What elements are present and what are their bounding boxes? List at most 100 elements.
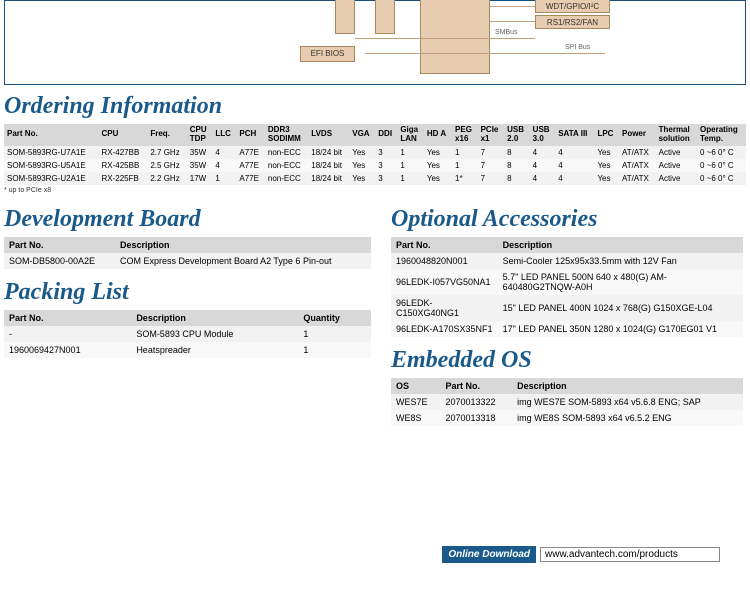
table-row: SOM-5893RG-U5A1ERX-425BB2.5 GHz35W4A77En… [4,159,746,172]
table-header: SATA III [555,124,594,146]
table-header: Quantity [298,310,371,326]
table-cell: 18/24 bit [308,172,349,185]
table-cell: SOM-DB5800-00A2E [4,253,115,269]
table-header: GigaLAN [397,124,424,146]
table-cell: 1 [212,172,236,185]
table-cell: Yes [424,146,452,159]
download-bar: Online Download [0,546,750,563]
table-cell: 1* [452,172,478,185]
table-cell: 1960048820N001 [391,253,498,269]
table-cell: 4 [555,146,594,159]
table-header: Description [512,378,743,394]
accessories-table: Part No.Description 1960048820N001Semi-C… [391,237,743,337]
table-header: Description [131,310,298,326]
efi-bios-box: EFI BIOS [300,46,355,62]
table-header: PEGx16 [452,124,478,146]
ordering-title: Ordering Information [4,93,750,120]
table-cell: 1 [452,159,478,172]
table-cell: 96LEDK-A170SX35NF1 [391,321,498,337]
table-cell: 1 [397,172,424,185]
packing-table: Part No.DescriptionQuantity -SOM-5893 CP… [4,310,371,358]
download-input[interactable] [540,547,720,562]
table-cell: 7 [478,146,505,159]
table-row: 96LEDK-I057VG50NA15.7" LED PANEL 500N 64… [391,269,743,295]
table-header: Part No. [441,378,513,394]
table-cell: 2070013318 [441,410,513,426]
table-header: VGA [349,124,375,146]
table-cell: RX-427BB [99,146,148,159]
table-cell: 1 [397,146,424,159]
table-row: SOM-5893RG-U2A1ERX-225FB2.2 GHz17W1A77En… [4,172,746,185]
table-header: PCIex1 [478,124,505,146]
table-cell: Active [656,159,697,172]
table-cell: Yes [424,172,452,185]
table-cell: 2.5 GHz [147,159,186,172]
table-row: 1960048820N001Semi-Cooler 125x95x33.5mm … [391,253,743,269]
table-cell: 7 [478,159,505,172]
table-cell: img WE8S SOM-5893 x64 v6.5.2 ENG [512,410,743,426]
table-header: USB2.0 [504,124,530,146]
table-header: Power [619,124,656,146]
table-cell: 2.2 GHz [147,172,186,185]
table-cell: 0 ~6 0° C [697,146,746,159]
table-cell: A77E [236,172,265,185]
table-cell: 2070013322 [441,394,513,410]
table-cell: 96LEDK-I057VG50NA1 [391,269,498,295]
table-header: CPU [99,124,148,146]
table-row: WES7E2070013322img WES7E SOM-5893 x64 v5… [391,394,743,410]
table-header: Part No. [391,237,498,253]
rs-box: RS1/RS2/FAN [535,15,610,29]
table-cell: 1 [452,146,478,159]
table-cell: SOM-5893RG-U2A1E [4,172,99,185]
table-cell: Yes [594,172,619,185]
table-cell: 17" LED PANEL 350N 1280 x 1024(G) G170EG… [498,321,743,337]
table-cell: 0 ~6 0° C [697,172,746,185]
table-header: CPUTDP [187,124,213,146]
table-cell: 7 [478,172,505,185]
ordering-table: Part No.CPUFreq.CPUTDPLLCPCHDDR3SODIMMLV… [4,124,746,185]
table-header: USB3.0 [530,124,556,146]
table-header: DDR3SODIMM [265,124,308,146]
packing-title: Packing List [4,279,375,306]
table-cell: 18/24 bit [308,159,349,172]
table-cell: Yes [349,159,375,172]
table-cell: non-ECC [265,146,308,159]
dev-board-title: Development Board [4,206,375,233]
table-cell: Yes [594,159,619,172]
table-header: Thermalsolution [656,124,697,146]
table-cell: 4 [555,172,594,185]
spibus-label: SPI Bus [565,44,590,51]
table-header: Freq. [147,124,186,146]
embedded-os-table: OSPart No.Description WES7E2070013322img… [391,378,743,426]
table-cell: - [4,326,131,342]
table-row: 96LEDK-A170SX35NF117" LED PANEL 350N 128… [391,321,743,337]
table-cell: SOM-5893RG-U7A1E [4,146,99,159]
table-cell: Yes [349,146,375,159]
table-cell: Yes [424,159,452,172]
table-cell: A77E [236,146,265,159]
accessories-title: Optional Accessories [391,206,747,233]
table-row: SOM-5893RG-U7A1ERX-427BB2.7 GHz35W4A77En… [4,146,746,159]
table-cell: Active [656,146,697,159]
table-cell: 4 [530,172,556,185]
table-cell: 8 [504,172,530,185]
table-cell: AT/ATX [619,159,656,172]
table-cell: Yes [349,172,375,185]
table-cell: 4 [530,159,556,172]
table-cell: Yes [594,146,619,159]
table-cell: non-ECC [265,159,308,172]
table-cell: Semi-Cooler 125x95x33.5mm with 12V Fan [498,253,743,269]
embedded-os-title: Embedded OS [391,347,747,374]
table-header: OS [391,378,441,394]
table-cell: 1960069427N001 [4,342,131,358]
table-header: Description [115,237,371,253]
table-header: LPC [594,124,619,146]
table-cell: 4 [212,146,236,159]
table-cell: 4 [212,159,236,172]
table-header: LVDS [308,124,349,146]
table-cell: 96LEDK-C150XG40NG1 [391,295,498,321]
table-cell: 1 [397,159,424,172]
table-row: WE8S2070013318img WE8S SOM-5893 x64 v6.5… [391,410,743,426]
table-cell: WES7E [391,394,441,410]
table-cell: AT/ATX [619,146,656,159]
